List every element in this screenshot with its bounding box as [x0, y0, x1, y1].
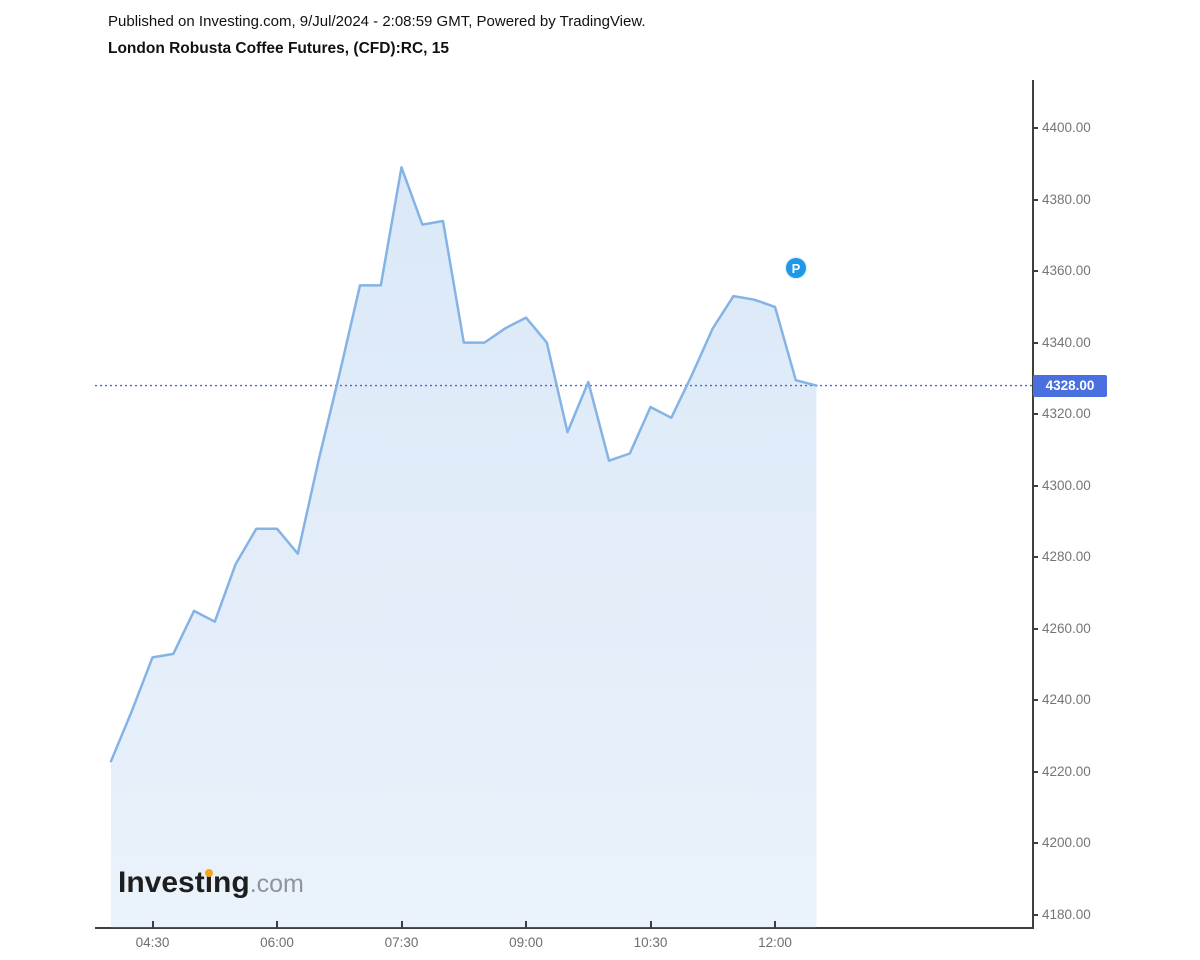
investing-logo-text: Investing — [118, 866, 250, 899]
price-line — [109, 166, 818, 763]
y-tick-mark — [1032, 556, 1038, 559]
y-tick-mark — [1032, 127, 1038, 129]
y-axis-label: 4360.00 — [1042, 263, 1091, 279]
area-fill — [111, 167, 817, 928]
y-tick-mark — [1032, 627, 1038, 630]
x-tick-mark — [525, 921, 527, 928]
y-tick-mark — [1032, 341, 1038, 344]
y-tick-mark — [1032, 842, 1038, 845]
plot-frame — [95, 80, 1034, 929]
x-axis-label: 07:30 — [384, 935, 419, 950]
y-axis-label: 4240.00 — [1042, 692, 1091, 708]
last-price-label: 4328.00 — [1033, 374, 1107, 397]
y-tick-mark — [1032, 770, 1038, 773]
investing-logo-suffix: .com — [249, 870, 304, 898]
y-tick-mark — [1032, 699, 1038, 702]
x-tick-mark — [649, 921, 652, 928]
chart-title: London Robusta Coffee Futures, (CFD):RC,… — [108, 40, 449, 57]
y-axis-label: 4340.00 — [1042, 334, 1091, 350]
y-tick-mark — [1032, 413, 1038, 416]
y-axis-label: 4200.00 — [1042, 835, 1091, 851]
x-axis-label: 12:00 — [758, 935, 792, 950]
y-axis-label: 4400.00 — [1042, 120, 1091, 135]
y-axis-label: 4300.00 — [1042, 477, 1091, 493]
publish-marker-icon[interactable]: P — [785, 257, 807, 279]
x-tick-mark — [276, 921, 278, 928]
y-tick-mark — [1032, 914, 1038, 916]
y-tick-mark — [1032, 198, 1038, 201]
x-axis-label: 06:00 — [260, 935, 294, 950]
y-axis-label: 4320.00 — [1042, 406, 1091, 422]
x-axis-label: 09:00 — [509, 935, 543, 950]
y-axis-label: 4220.00 — [1042, 763, 1091, 779]
y-tick-mark — [1032, 270, 1038, 273]
investing-watermark: Investing.com — [118, 866, 304, 900]
y-axis-label: 4260.00 — [1042, 620, 1091, 636]
y-axis-label: 4180.00 — [1042, 907, 1091, 922]
x-tick-mark — [774, 921, 776, 928]
x-axis-label: 04:30 — [135, 935, 170, 950]
x-tick-mark — [400, 921, 403, 928]
logo-orange-dot-icon — [205, 869, 213, 877]
y-axis-label: 4380.00 — [1042, 191, 1091, 207]
y-axis-label: 4280.00 — [1042, 549, 1091, 565]
price-area-chart[interactable] — [95, 80, 1032, 928]
x-tick-mark — [151, 921, 154, 928]
y-tick-mark — [1032, 484, 1038, 487]
published-line: Published on Investing.com, 9/Jul/2024 -… — [108, 13, 646, 30]
x-axis-label: 10:30 — [633, 935, 668, 950]
